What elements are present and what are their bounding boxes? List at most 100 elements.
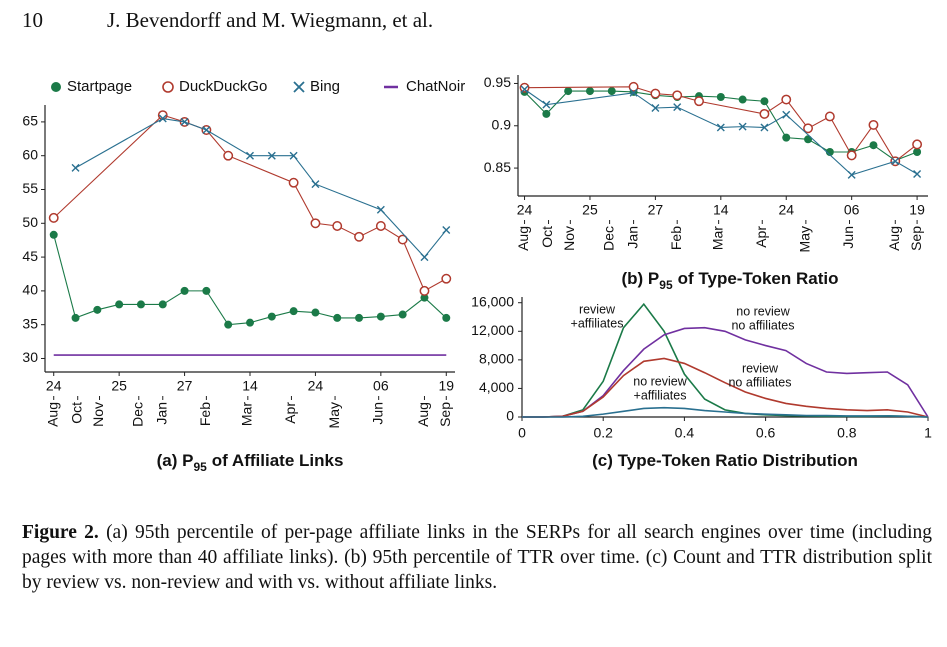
- curve-label: no affiliates: [728, 375, 791, 389]
- month-label: Nov: [561, 226, 577, 251]
- point: [246, 151, 254, 160]
- x-tick-label: 19: [438, 378, 454, 394]
- legend-marker: [51, 82, 61, 92]
- month-label: Apr: [753, 226, 769, 248]
- point: [441, 273, 452, 284]
- point: [716, 123, 725, 132]
- y-tick-label: 50: [22, 214, 38, 230]
- point: [804, 135, 813, 144]
- point: [354, 231, 364, 242]
- y-tick-label: 35: [22, 315, 38, 331]
- series-line: [522, 357, 929, 418]
- point: [824, 111, 835, 122]
- x-tick-label: 0: [518, 425, 526, 441]
- month-label: Aug: [886, 226, 902, 251]
- month-label: Feb: [197, 402, 213, 426]
- point: [868, 119, 879, 130]
- point: [202, 286, 211, 295]
- point: [442, 313, 451, 322]
- point: [760, 123, 769, 132]
- title-text: of Affiliate Links: [212, 451, 344, 470]
- title-text: of Type-Token Ratio: [678, 269, 839, 288]
- legend-label: ChatNoir: [406, 78, 465, 95]
- chart-title: (c) Type-Token Ratio Distribution: [592, 451, 858, 470]
- y-tick-label: 30: [22, 349, 38, 365]
- curve-label: +affiliates: [634, 388, 687, 402]
- point: [782, 133, 791, 142]
- point: [311, 308, 320, 317]
- y-tick-label: 0.9: [492, 116, 512, 132]
- month-label: Feb: [668, 226, 684, 250]
- point: [672, 90, 683, 101]
- y-tick-label: 12,000: [471, 322, 514, 338]
- title-text: (c) Type-Token Ratio Distribution: [592, 451, 858, 470]
- point: [48, 212, 59, 223]
- month-label: Jun: [369, 402, 385, 425]
- curve-label: no review: [633, 374, 687, 388]
- title-text: (b) P: [621, 269, 659, 288]
- point: [71, 163, 80, 172]
- point: [180, 117, 189, 126]
- x-tick-label: 14: [242, 378, 258, 394]
- point: [913, 170, 922, 178]
- point: [650, 88, 661, 99]
- point: [267, 151, 276, 160]
- point: [759, 108, 770, 119]
- point: [289, 307, 298, 316]
- point: [376, 312, 385, 321]
- x-tick-label: 24: [778, 202, 794, 218]
- point: [760, 97, 769, 106]
- month-label: Aug: [415, 402, 431, 427]
- x-tick-label: 24: [308, 378, 324, 394]
- point: [246, 318, 254, 327]
- x-tick-label: 27: [177, 378, 193, 394]
- month-label: Aug: [44, 402, 60, 427]
- x-tick-label: 0.8: [837, 425, 857, 441]
- point: [846, 150, 857, 161]
- point: [585, 87, 594, 96]
- y-tick-label: 45: [22, 248, 38, 264]
- month-label: May: [797, 226, 813, 252]
- point: [716, 93, 725, 101]
- series-line: [522, 406, 929, 418]
- point: [607, 87, 616, 96]
- month-label: Aug: [515, 226, 531, 251]
- point: [158, 114, 167, 123]
- chart-title: (a) P95 of Affiliate Links: [157, 451, 344, 474]
- month-label: Apr: [282, 402, 298, 424]
- point: [288, 177, 299, 188]
- legend-label: Bing: [310, 78, 340, 95]
- point: [520, 85, 529, 94]
- series-line: [524, 90, 918, 162]
- point: [891, 157, 900, 166]
- point: [419, 285, 430, 296]
- curve-label: no affiliates: [731, 318, 794, 332]
- point: [376, 205, 385, 214]
- month-label: Jun: [840, 226, 856, 249]
- x-tick-label: 25: [582, 202, 598, 218]
- legend-label: Startpage: [67, 78, 132, 95]
- month-label: Sep: [437, 402, 453, 427]
- x-tick-label: 19: [909, 202, 925, 218]
- y-tick-label: 0.85: [484, 159, 511, 175]
- month-label: Oct: [539, 226, 555, 248]
- point: [825, 148, 834, 156]
- series-line: [75, 117, 447, 258]
- point: [782, 110, 791, 119]
- point: [311, 180, 320, 189]
- point: [420, 253, 429, 262]
- point: [202, 126, 211, 135]
- legend-label: DuckDuckGo: [179, 78, 267, 95]
- y-tick-label: 65: [22, 113, 38, 129]
- title-text: (a) P: [157, 451, 194, 470]
- point: [913, 148, 922, 156]
- point: [333, 313, 342, 322]
- month-label: Mar: [239, 402, 255, 426]
- point: [912, 139, 923, 150]
- figure: 30 35 40 45 50 55 60 65 24 25 27 14 24 06 19 Aug Oct Nov D…: [22, 74, 932, 474]
- title-subscript: 95: [193, 460, 207, 474]
- point: [115, 300, 124, 309]
- point: [519, 82, 530, 93]
- point: [442, 226, 451, 235]
- x-tick-label: 0.6: [756, 425, 776, 441]
